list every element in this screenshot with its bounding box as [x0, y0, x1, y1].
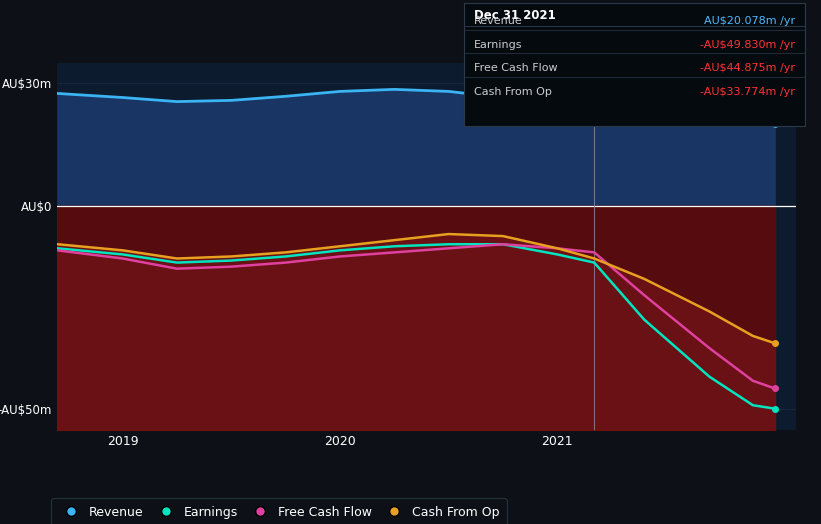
- Text: -AU$49.830m /yr: -AU$49.830m /yr: [699, 39, 795, 50]
- Text: Cash From Op: Cash From Op: [474, 86, 552, 97]
- Text: Free Cash Flow: Free Cash Flow: [474, 63, 557, 73]
- Text: -AU$33.774m /yr: -AU$33.774m /yr: [699, 86, 795, 97]
- Text: Past: Past: [601, 71, 626, 84]
- Text: AU$20.078m /yr: AU$20.078m /yr: [704, 16, 795, 26]
- Text: Revenue: Revenue: [474, 16, 522, 26]
- Legend: Revenue, Earnings, Free Cash Flow, Cash From Op: Revenue, Earnings, Free Cash Flow, Cash …: [52, 498, 507, 524]
- Text: Dec 31 2021: Dec 31 2021: [474, 9, 556, 22]
- Text: Earnings: Earnings: [474, 39, 522, 50]
- Text: -AU$44.875m /yr: -AU$44.875m /yr: [699, 63, 795, 73]
